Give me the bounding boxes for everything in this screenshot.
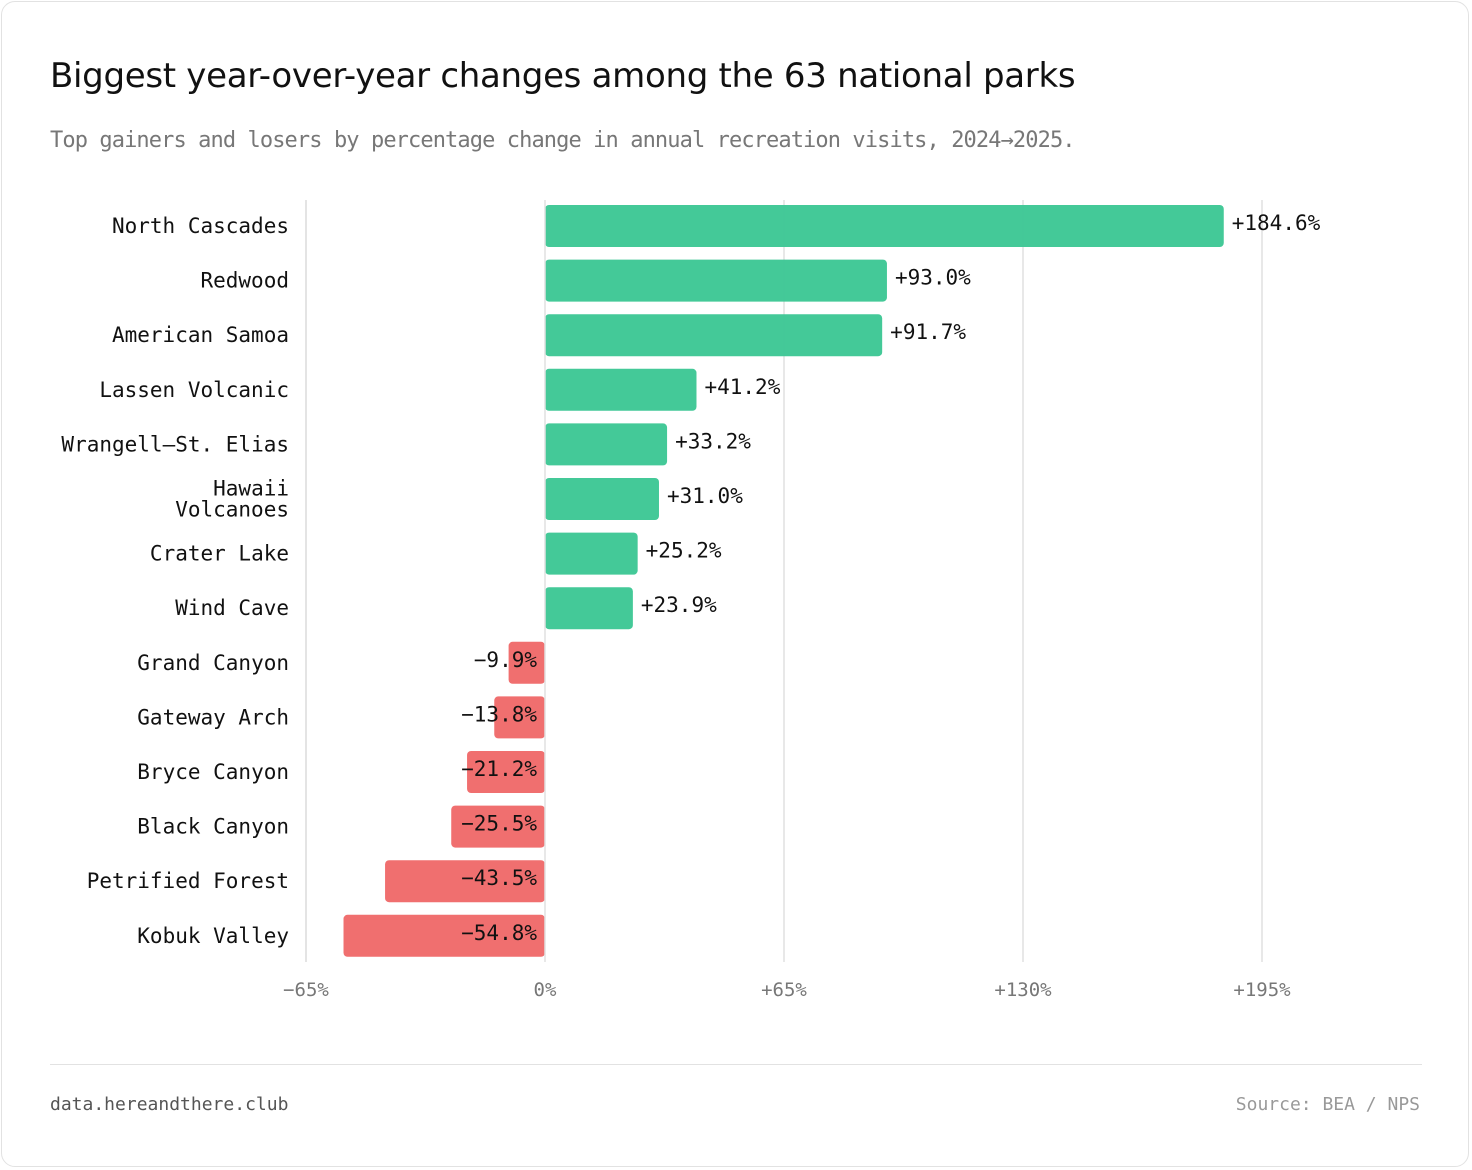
bar — [545, 259, 887, 302]
data-label: +184.6% — [1232, 211, 1321, 235]
bar — [545, 314, 883, 357]
bar — [494, 696, 545, 739]
data-label: +91.7% — [890, 320, 966, 344]
bar — [545, 532, 638, 575]
footer-divider — [50, 1064, 1422, 1065]
bar — [343, 914, 545, 957]
bar — [545, 205, 1224, 247]
category-label: Crater Lake — [150, 542, 289, 566]
data-label: −25.5% — [461, 812, 537, 836]
category-label: Kobuk Valley — [137, 924, 289, 948]
bar — [451, 805, 545, 848]
data-label: +33.2% — [675, 429, 751, 453]
data-label: +31.0% — [667, 484, 743, 508]
category-label: Lassen Volcanic — [99, 378, 289, 402]
category-label: Petrified Forest — [87, 869, 289, 893]
category-label: North Cascades — [112, 214, 289, 238]
data-label: +25.2% — [646, 539, 722, 563]
footer-site: data.hereandthere.club — [50, 1094, 289, 1115]
bar — [508, 641, 545, 684]
x-tick-label: +130% — [994, 979, 1052, 1001]
x-tick-label: −65% — [283, 979, 329, 1001]
data-label: +41.2% — [704, 375, 780, 399]
chart-title: Biggest year-over-year changes among the… — [50, 56, 1076, 96]
category-label: Bryce Canyon — [137, 760, 289, 784]
category-label: Redwood — [200, 269, 289, 293]
category-label: Black Canyon — [137, 815, 289, 839]
bar — [545, 478, 659, 520]
bar — [545, 368, 697, 411]
footer-source: Source: BEA / NPS — [1235, 1094, 1420, 1115]
data-label: −13.8% — [461, 702, 537, 726]
data-label: −54.8% — [461, 921, 537, 945]
bar — [385, 860, 545, 903]
data-label: +23.9% — [641, 593, 717, 617]
chart-subtitle: Top gainers and losers by percentage cha… — [50, 128, 1076, 153]
category-label: Volcanoes — [175, 498, 289, 522]
x-tick-label: +195% — [1233, 979, 1291, 1001]
category-label: Grand Canyon — [137, 651, 289, 675]
x-tick-label: 0% — [534, 979, 557, 1001]
data-label: +93.0% — [895, 266, 971, 290]
data-label: −9.9% — [474, 648, 538, 672]
data-label: −43.5% — [461, 866, 537, 890]
x-tick-label: +65% — [761, 979, 807, 1001]
category-label: Hawaii — [213, 477, 289, 501]
category-label: American Samoa — [112, 323, 289, 347]
category-label: Wrangell–St. Elias — [61, 432, 289, 456]
bar — [545, 423, 668, 466]
data-label: −21.2% — [461, 757, 537, 781]
category-label: Wind Cave — [175, 596, 289, 620]
bar — [467, 751, 545, 793]
category-label: Gateway Arch — [137, 705, 289, 729]
bar — [545, 587, 633, 630]
